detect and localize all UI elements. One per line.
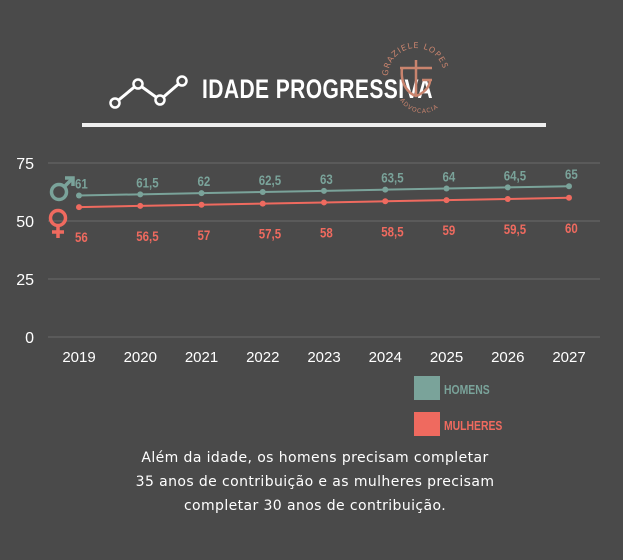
y-tick-label: 0 <box>25 330 34 347</box>
data-label: 63,5 <box>381 170 403 186</box>
data-label: 58 <box>320 224 333 240</box>
data-point <box>137 191 144 198</box>
data-label: 57 <box>198 227 211 243</box>
x-tick-label: 2026 <box>491 349 524 366</box>
data-label: 56,5 <box>136 228 158 244</box>
caption-text: Além da idade, os homens precisam comple… <box>60 446 570 518</box>
data-label: 60 <box>565 220 578 236</box>
data-point <box>137 202 144 209</box>
data-label: 62,5 <box>259 172 281 188</box>
data-label: 63 <box>320 171 333 187</box>
data-point <box>566 183 572 190</box>
x-tick-label: 2021 <box>185 349 218 366</box>
legend-swatch-men <box>414 376 440 400</box>
data-point <box>443 185 450 192</box>
data-label: 61 <box>75 175 88 191</box>
data-point <box>566 194 572 201</box>
data-label: 58,5 <box>381 223 403 239</box>
data-label: 61,5 <box>136 174 158 190</box>
data-label: 64,5 <box>504 167 526 183</box>
data-label: 59,5 <box>504 221 526 237</box>
law-firm-logo: GRAZIELE LOPES ADVOCACIA <box>381 41 449 115</box>
data-label: 57,5 <box>259 225 281 241</box>
x-tick-label: 2019 <box>62 349 95 366</box>
caption-line: completar 30 anos de contribuição. <box>183 498 447 514</box>
title-divider <box>82 123 546 127</box>
data-point <box>321 199 327 206</box>
data-point <box>198 201 205 208</box>
x-tick-label: 2020 <box>124 349 157 366</box>
data-point <box>504 184 511 191</box>
data-point <box>198 190 205 197</box>
age-line-chart: 0 25 50 75 2019 2020 2021 2022 2023 2024 2025 2026 2… <box>16 156 600 366</box>
female-symbol-icon <box>48 208 68 238</box>
x-tick-label: 2022 <box>246 349 279 366</box>
x-tick-label: 2027 <box>552 349 585 366</box>
data-point <box>382 186 389 193</box>
caption-line: Além da idade, os homens precisam comple… <box>141 450 489 466</box>
data-label: 59 <box>443 222 456 238</box>
data-label: 62 <box>198 173 211 189</box>
y-tick-label: 75 <box>16 156 34 173</box>
x-tick-label: 2024 <box>369 349 402 366</box>
data-point <box>504 195 511 202</box>
sword-icon <box>400 60 432 98</box>
y-tick-label: 25 <box>16 272 34 289</box>
x-tick-label: 2025 <box>430 349 463 366</box>
x-tick-label: 2023 <box>307 349 340 366</box>
data-point <box>259 200 266 207</box>
caption-line: 35 anos de contribuição e as mulheres pr… <box>135 474 495 490</box>
data-point <box>382 198 389 205</box>
data-point <box>76 192 82 199</box>
page-title: IDADE PROGRESSIVA <box>202 74 433 104</box>
data-label: 65 <box>565 166 578 182</box>
legend-swatch-women <box>414 412 440 436</box>
y-tick-label: 50 <box>16 214 34 231</box>
legend-label-women: MULHERES <box>444 418 503 433</box>
trend-line-icon <box>109 75 188 109</box>
data-label: 64 <box>443 168 457 184</box>
logo-bottom-text: ADVOCACIA <box>398 97 439 115</box>
male-symbol-icon <box>49 176 75 202</box>
data-point <box>259 189 266 195</box>
svg-text:ADVOCACIA: ADVOCACIA <box>398 97 440 115</box>
legend-label-men: HOMENS <box>444 382 490 397</box>
data-point <box>443 197 450 204</box>
data-label: 56 <box>75 229 88 245</box>
data-point <box>76 204 82 211</box>
data-point <box>321 187 327 194</box>
